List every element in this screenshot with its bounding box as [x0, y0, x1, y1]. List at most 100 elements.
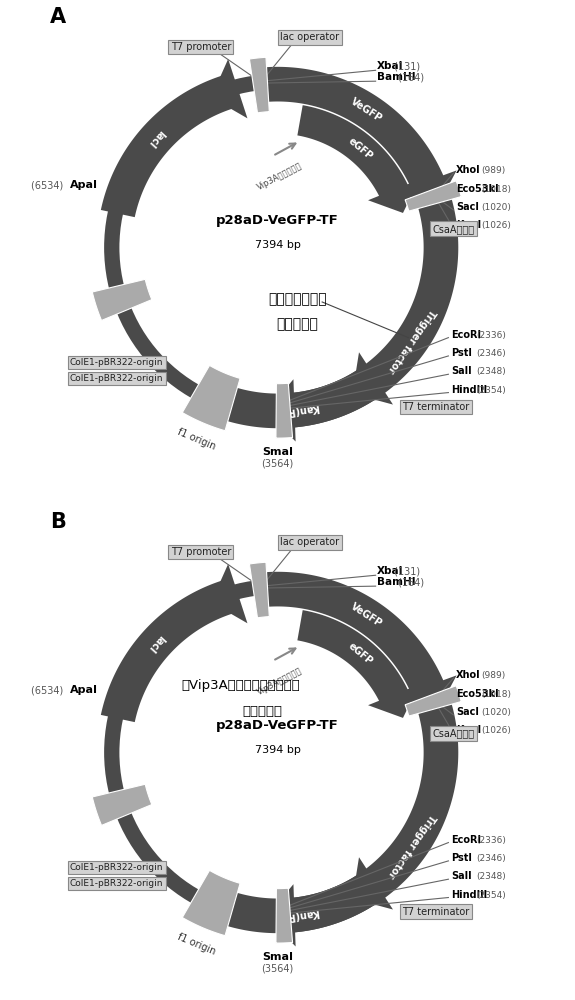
Polygon shape [211, 564, 247, 623]
Text: (2348): (2348) [477, 872, 507, 881]
Text: T7 terminator: T7 terminator [402, 907, 470, 917]
Text: ColE1-pBR322-origin: ColE1-pBR322-origin [70, 879, 163, 888]
Text: PstI: PstI [451, 348, 471, 358]
Polygon shape [262, 67, 447, 198]
Text: Trigger factor: Trigger factor [386, 307, 437, 375]
Text: (2336): (2336) [477, 836, 507, 845]
Text: p28aD-VeGFP-TF: p28aD-VeGFP-TF [216, 214, 339, 227]
Text: SacI: SacI [456, 707, 479, 717]
Text: 或Vip3A分泌信号肽局部序列: 或Vip3A分泌信号肽局部序列 [181, 679, 300, 692]
Text: f1 origin: f1 origin [176, 426, 217, 451]
Text: (131): (131) [392, 566, 420, 576]
Polygon shape [297, 610, 412, 710]
Text: ColE1-pBR322-origin: ColE1-pBR322-origin [70, 863, 163, 872]
Text: A: A [50, 7, 66, 27]
Text: (6534): (6534) [31, 180, 70, 190]
Text: (2346): (2346) [477, 854, 507, 863]
Text: SalI: SalI [451, 366, 471, 376]
Text: p28aD-VeGFP-TF: p28aD-VeGFP-TF [216, 719, 339, 732]
Polygon shape [283, 697, 458, 933]
Polygon shape [101, 581, 232, 722]
Text: B: B [50, 512, 66, 532]
Text: (2348): (2348) [477, 367, 507, 376]
Text: EcoRI: EcoRI [451, 835, 481, 845]
Text: lacI: lacI [146, 633, 166, 654]
Text: EcoRI: EcoRI [451, 330, 481, 340]
Text: VeGFP: VeGFP [349, 97, 384, 124]
Text: KpnI: KpnI [456, 220, 481, 230]
Text: f1 origin: f1 origin [176, 931, 217, 956]
Text: VeGFP: VeGFP [349, 602, 384, 629]
Polygon shape [211, 59, 247, 118]
Text: Eco53kI: Eco53kI [456, 689, 499, 699]
Text: HindIII: HindIII [451, 385, 487, 395]
Text: BamHI: BamHI [377, 72, 415, 82]
Polygon shape [405, 686, 461, 716]
Text: ApaI: ApaI [70, 685, 98, 695]
Polygon shape [352, 857, 393, 910]
Polygon shape [250, 57, 269, 113]
Text: (2346): (2346) [477, 349, 507, 358]
Polygon shape [182, 365, 240, 431]
Text: T7 promoter: T7 promoter [171, 547, 231, 557]
Text: Kan(R): Kan(R) [281, 907, 320, 922]
Text: (3564): (3564) [262, 459, 294, 469]
Text: (1020): (1020) [481, 708, 511, 717]
Text: lac operator: lac operator [280, 537, 339, 547]
Polygon shape [398, 675, 457, 712]
Text: SmaI: SmaI [262, 447, 293, 457]
Text: (2336): (2336) [477, 331, 507, 340]
Text: eGFP: eGFP [347, 641, 375, 666]
Text: (6534): (6534) [31, 685, 70, 695]
Text: (164): (164) [396, 577, 424, 587]
Text: Kan(R): Kan(R) [281, 402, 320, 417]
Text: lacI: lacI [146, 128, 166, 149]
Text: (164): (164) [396, 72, 424, 82]
Text: Eco53kI: Eco53kI [456, 184, 499, 194]
Polygon shape [352, 352, 393, 405]
Text: Vip3A分泌信号肽: Vip3A分泌信号肽 [256, 666, 304, 697]
Text: (1020): (1020) [481, 203, 511, 212]
Text: XbaI: XbaI [377, 61, 403, 71]
Polygon shape [101, 76, 232, 217]
Text: PstI: PstI [451, 853, 471, 863]
Polygon shape [262, 572, 447, 703]
Polygon shape [297, 105, 412, 205]
Polygon shape [368, 685, 419, 718]
Polygon shape [182, 870, 240, 936]
Text: (3564): (3564) [262, 964, 294, 974]
Polygon shape [276, 383, 293, 438]
Text: BamHI: BamHI [377, 577, 415, 587]
Polygon shape [250, 562, 269, 618]
Text: (1018): (1018) [481, 690, 512, 699]
Text: ColE1-pBR322-origin: ColE1-pBR322-origin [70, 358, 163, 367]
Text: XhoI: XhoI [456, 670, 481, 680]
Text: 的编码序列: 的编码序列 [243, 705, 283, 718]
Polygon shape [276, 888, 293, 943]
Text: (2354): (2354) [477, 386, 507, 395]
Polygon shape [405, 181, 461, 211]
Text: (1018): (1018) [481, 185, 512, 194]
Text: (989): (989) [481, 671, 506, 680]
Text: SalI: SalI [451, 871, 471, 881]
Polygon shape [92, 279, 152, 320]
Text: XhoI: XhoI [456, 165, 481, 175]
Text: SmaI: SmaI [262, 952, 293, 962]
Polygon shape [92, 784, 152, 825]
Text: ApaI: ApaI [70, 180, 98, 190]
Text: (1026): (1026) [481, 221, 511, 230]
Polygon shape [225, 875, 376, 933]
Text: (1026): (1026) [481, 726, 511, 735]
Text: CsaA启动子: CsaA启动子 [432, 224, 474, 234]
Text: (131): (131) [392, 61, 420, 71]
Polygon shape [368, 180, 419, 213]
Text: 或其他分子伴侣: 或其他分子伴侣 [268, 293, 327, 307]
Text: (2354): (2354) [477, 891, 507, 900]
Polygon shape [283, 192, 458, 428]
Polygon shape [225, 370, 376, 428]
Text: T7 promoter: T7 promoter [171, 42, 231, 52]
Text: eGFP: eGFP [347, 136, 375, 161]
Polygon shape [398, 170, 457, 207]
Text: lac operator: lac operator [280, 32, 339, 42]
Text: HindIII: HindIII [451, 890, 487, 900]
